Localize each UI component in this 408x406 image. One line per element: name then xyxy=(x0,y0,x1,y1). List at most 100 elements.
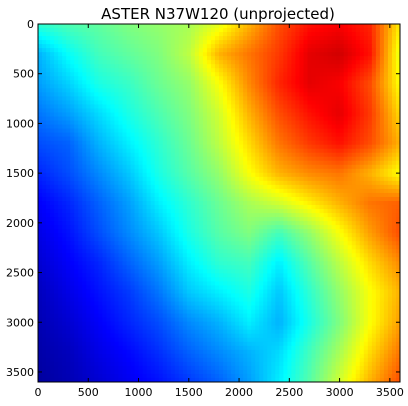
heatmap-cell xyxy=(158,120,164,126)
heatmap-cell xyxy=(347,116,353,122)
heatmap-cell xyxy=(58,44,63,49)
heatmap-cell xyxy=(206,92,212,97)
heatmap-cell xyxy=(162,88,168,93)
heatmap-cell xyxy=(206,148,212,154)
heatmap-cell xyxy=(347,156,353,162)
heatmap-cell xyxy=(86,92,91,97)
heatmap-cell xyxy=(363,144,369,150)
heatmap-cell xyxy=(339,128,345,134)
heatmap-cell xyxy=(146,192,152,198)
heatmap-cell xyxy=(291,233,297,238)
heatmap-cell xyxy=(311,24,317,29)
heatmap-cell xyxy=(303,241,309,246)
heatmap-cell xyxy=(287,221,292,226)
heatmap-cell xyxy=(239,221,244,226)
heatmap-cell xyxy=(74,152,79,158)
heatmap-cell xyxy=(94,72,99,77)
heatmap-cell xyxy=(130,144,136,150)
heatmap-cell xyxy=(82,112,87,118)
heatmap-cell xyxy=(295,200,301,206)
heatmap-cell xyxy=(210,176,216,182)
heatmap-cell xyxy=(267,209,272,214)
heatmap-cell xyxy=(231,172,236,178)
heatmap-cell xyxy=(86,213,91,218)
heatmap-cell xyxy=(206,237,212,242)
heatmap-cell xyxy=(247,36,252,41)
heatmap-cell xyxy=(110,176,116,182)
heatmap-cell xyxy=(162,213,168,218)
heatmap-cell xyxy=(150,108,156,114)
heatmap-cell xyxy=(210,213,216,218)
heatmap-cell xyxy=(202,40,208,45)
heatmap-cell xyxy=(150,152,156,158)
heatmap-cell xyxy=(62,245,67,250)
heatmap-cell xyxy=(186,48,192,53)
heatmap-cell xyxy=(134,172,140,178)
heatmap-cell xyxy=(387,164,393,170)
heatmap-cell xyxy=(42,205,47,210)
heatmap-cell xyxy=(114,225,120,230)
heatmap-cell xyxy=(90,148,95,154)
heatmap-cell xyxy=(239,84,244,89)
heatmap-cell xyxy=(82,128,87,134)
heatmap-cell xyxy=(58,84,63,89)
heatmap-cell xyxy=(379,209,385,214)
heatmap-cell xyxy=(371,36,377,41)
heatmap-cell xyxy=(335,140,341,146)
heatmap-cell xyxy=(142,88,148,93)
heatmap-cell xyxy=(255,140,260,146)
heatmap-cell xyxy=(190,217,196,222)
heatmap-cell xyxy=(347,44,353,49)
heatmap-cell xyxy=(383,176,389,182)
heatmap-cell xyxy=(223,56,228,61)
heatmap-cell xyxy=(182,92,188,97)
heatmap-cell xyxy=(214,112,220,118)
heatmap-cell xyxy=(158,200,164,206)
heatmap-cell xyxy=(239,52,244,57)
heatmap-cell xyxy=(395,80,400,85)
heatmap-cell xyxy=(94,52,99,57)
heatmap-cell xyxy=(299,176,305,182)
heatmap-cell xyxy=(186,180,192,186)
heatmap-cell xyxy=(94,188,99,194)
heatmap-cell xyxy=(38,192,43,198)
heatmap-cell xyxy=(267,112,272,118)
heatmap-cell xyxy=(303,88,309,93)
heatmap-cell xyxy=(70,196,75,202)
heatmap-cell xyxy=(235,60,240,65)
heatmap-cell xyxy=(54,144,59,150)
heatmap-cell xyxy=(295,40,301,45)
heatmap-cell xyxy=(355,116,361,122)
heatmap-cell xyxy=(162,225,168,230)
heatmap-cell xyxy=(58,156,63,162)
heatmap-cell xyxy=(138,172,144,178)
heatmap-cell xyxy=(307,196,313,202)
heatmap-cell xyxy=(231,241,236,246)
heatmap-cell xyxy=(331,112,337,118)
heatmap-cell xyxy=(231,205,236,210)
heatmap-cell xyxy=(327,128,333,134)
heatmap-cell xyxy=(255,68,260,73)
heatmap-cell xyxy=(178,209,184,214)
heatmap-cell xyxy=(219,188,224,194)
heatmap-cell xyxy=(295,44,301,49)
heatmap-cell xyxy=(287,108,292,114)
heatmap-cell xyxy=(223,205,228,210)
heatmap-cell xyxy=(335,52,341,57)
heatmap-cell xyxy=(279,184,284,190)
heatmap-cell xyxy=(58,148,63,154)
heatmap-cell xyxy=(122,116,128,122)
heatmap-cell xyxy=(202,148,208,154)
heatmap-cell xyxy=(142,237,148,242)
heatmap-cell xyxy=(311,184,317,190)
heatmap-cell xyxy=(154,172,160,178)
heatmap-cell xyxy=(223,88,228,93)
heatmap-cell xyxy=(130,24,136,29)
heatmap-cell xyxy=(319,132,325,138)
heatmap-cell xyxy=(206,104,212,110)
heatmap-cell xyxy=(295,104,301,110)
heatmap-cell xyxy=(134,205,140,210)
heatmap-cell xyxy=(307,180,313,186)
heatmap-cell xyxy=(263,136,268,142)
heatmap-cell xyxy=(110,36,116,41)
